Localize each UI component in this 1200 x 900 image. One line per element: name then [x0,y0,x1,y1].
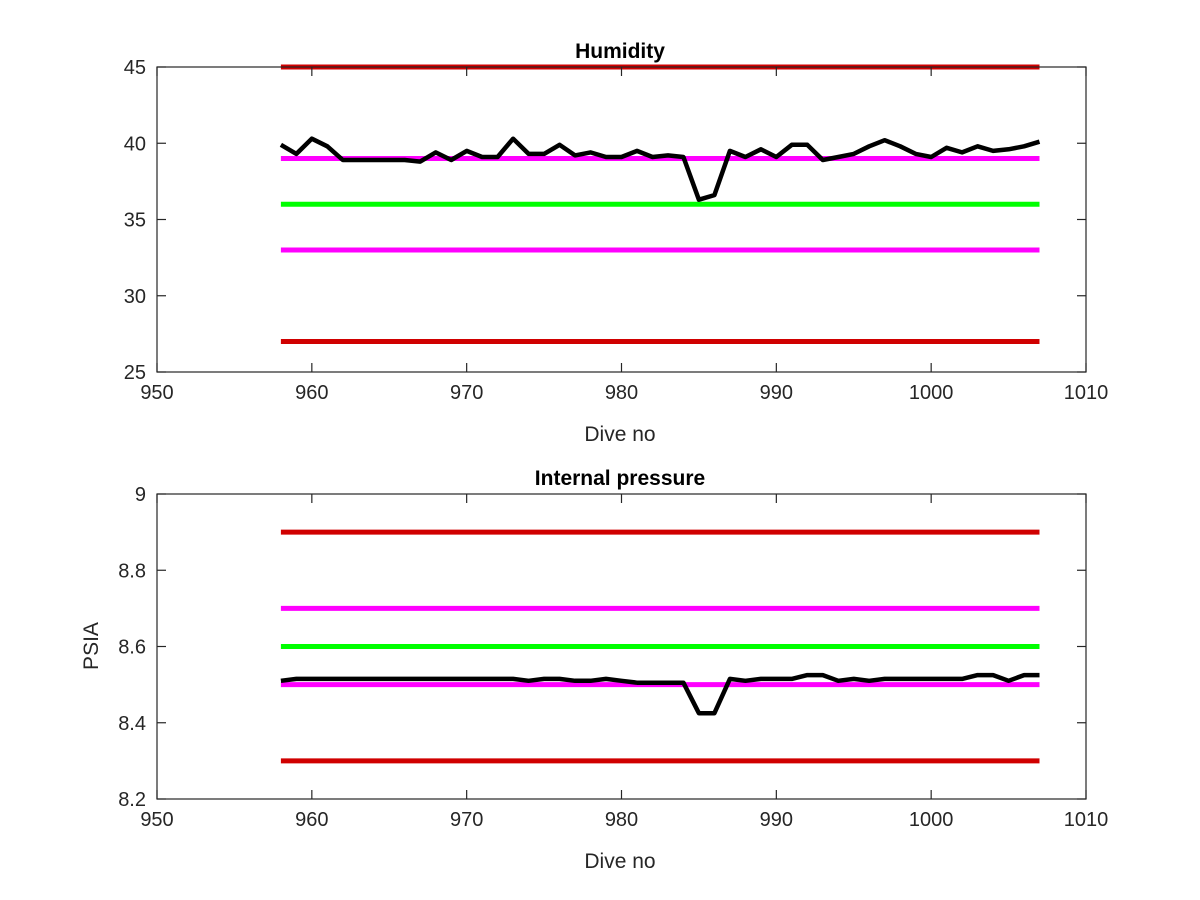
internal-pressure-title: Internal pressure [535,467,705,490]
humidity-x-tick-label: 1000 [909,382,954,404]
internal-pressure-x-tick-label: 950 [140,809,173,831]
internal-pressure-plot: Internal pressure 950 960 970 980 990 1000 101… [80,467,1108,873]
internal-pressure-series-layer [280,529,1040,764]
humidity-series-layer [279,64,1041,344]
internal-pressure-x-tick-label: 1010 [1064,809,1109,831]
internal-pressure-ticks: 950 960 970 980 990 1000 1010 8.2 8.4 8.6 8.8 9 [118,484,1108,831]
internal-pressure-x-tick-label: 960 [295,809,328,831]
humidity-x-tick-label: 950 [140,382,173,404]
internal-pressure-data-line [280,672,1040,716]
humidity-data-line [279,136,1041,202]
humidity-axes-box [156,66,1087,373]
humidity-x-tick-label: 960 [295,382,328,404]
internal-pressure-x-tick-label: 1000 [909,809,954,831]
humidity-title: Humidity [575,40,665,63]
internal-pressure-y-tick-label: 8.4 [118,713,146,735]
internal-pressure-x-axis-label: Dive no [584,850,655,873]
internal-pressure-y-tick-label: 8.2 [118,789,146,811]
humidity-ticks: 950 960 970 980 990 1000 1010 25 30 35 40 45 [124,57,1109,404]
humidity-x-tick-label: 990 [760,382,793,404]
humidity-y-tick-label: 45 [124,57,146,79]
internal-pressure-y-tick-label: 9 [135,484,146,506]
humidity-x-tick-label: 970 [450,382,483,404]
humidity-x-axis-label: Dive no [584,423,655,446]
internal-pressure-y-axis-label: PSIA [80,622,103,670]
humidity-y-tick-label: 30 [124,286,146,308]
internal-pressure-x-tick-label: 970 [450,809,483,831]
humidity-y-tick-label: 40 [124,133,146,155]
humidity-plot: Humidity 950 960 970 980 990 1000 1010 25 30 35 40… [124,40,1109,446]
internal-pressure-y-tick-label: 8.6 [118,637,146,659]
internal-pressure-x-tick-label: 980 [605,809,638,831]
humidity-y-tick-label: 35 [124,210,146,232]
internal-pressure-y-tick-label: 8.8 [118,560,146,582]
humidity-x-tick-label: 980 [605,382,638,404]
humidity-x-tick-label: 1010 [1064,382,1109,404]
internal-pressure-x-tick-label: 990 [760,809,793,831]
humidity-y-tick-label: 25 [124,362,146,384]
